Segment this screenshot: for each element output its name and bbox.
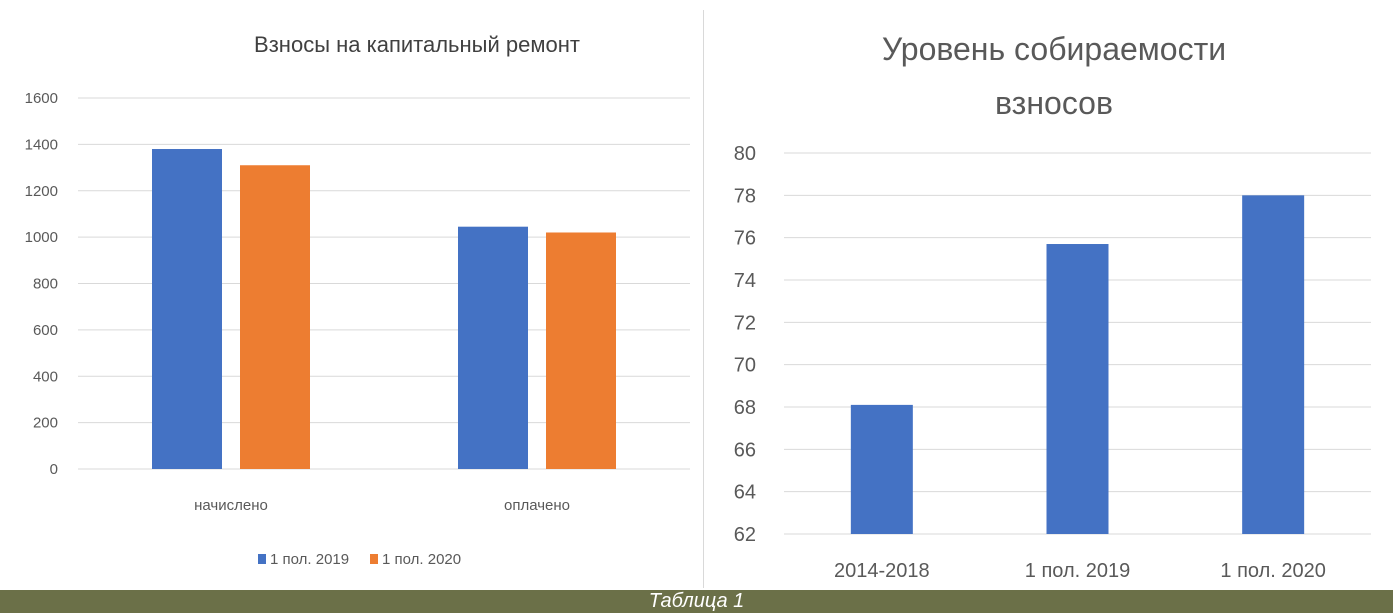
legend-label: 1 пол. 2020 xyxy=(382,551,461,568)
x-tick-label: оплачено xyxy=(504,497,570,514)
chart-title-line: взносов xyxy=(995,85,1113,121)
y-tick-label: 64 xyxy=(734,482,756,504)
right-chart-panel: Уровень собираемости взносов 62 64 66 68 70 72 7… xyxy=(706,0,1393,590)
table-caption: Таблица 1 xyxy=(0,590,1393,613)
legend-swatch xyxy=(370,554,378,564)
y-tick-label: 70 xyxy=(734,355,756,377)
left-chart-panel: Взносы на капитальный ремонт 0 200 400 600 80… xyxy=(0,0,700,590)
y-tick-label: 68 xyxy=(734,397,756,419)
y-tick-label: 80 xyxy=(734,143,756,165)
y-tick-label: 66 xyxy=(734,439,756,461)
y-tick-label: 78 xyxy=(734,185,756,207)
x-tick-label: 2014-2018 xyxy=(834,560,930,582)
legend-swatch xyxy=(258,554,266,564)
y-tick-label: 800 xyxy=(33,276,58,293)
bar xyxy=(1046,244,1109,534)
y-tick-label: 1200 xyxy=(25,183,58,200)
chart-title: Взносы на капитальный ремонт xyxy=(254,32,580,57)
y-tick-label: 74 xyxy=(734,270,756,292)
right-chart: Уровень собираемости взносов 62 64 66 68 70 72 7… xyxy=(734,31,1371,582)
bar xyxy=(152,149,222,469)
bar xyxy=(240,165,310,469)
y-tick-label: 200 xyxy=(33,415,58,432)
x-tick-label: 1 пол. 2020 xyxy=(1220,560,1325,582)
y-tick-label: 72 xyxy=(734,312,756,334)
x-tick-label: 1 пол. 2019 xyxy=(1025,560,1130,582)
y-tick-label: 400 xyxy=(33,368,58,385)
y-tick-label: 1000 xyxy=(25,229,58,246)
chart-title-line: Уровень собираемости xyxy=(882,31,1226,67)
chart-divider xyxy=(703,10,704,588)
y-tick-label: 1600 xyxy=(25,90,58,107)
bar xyxy=(850,404,913,534)
bar xyxy=(458,226,528,469)
bar xyxy=(1242,195,1305,535)
legend-label: 1 пол. 2019 xyxy=(270,551,349,568)
bar xyxy=(546,232,616,469)
y-tick-label: 76 xyxy=(734,228,756,250)
y-tick-label: 600 xyxy=(33,322,58,339)
x-tick-label: начислено xyxy=(194,497,268,514)
y-tick-label: 62 xyxy=(734,524,756,546)
y-tick-label: 0 xyxy=(50,461,58,478)
y-tick-label: 1400 xyxy=(25,136,58,153)
left-chart: Взносы на капитальный ремонт 0 200 400 600 80… xyxy=(25,32,690,568)
